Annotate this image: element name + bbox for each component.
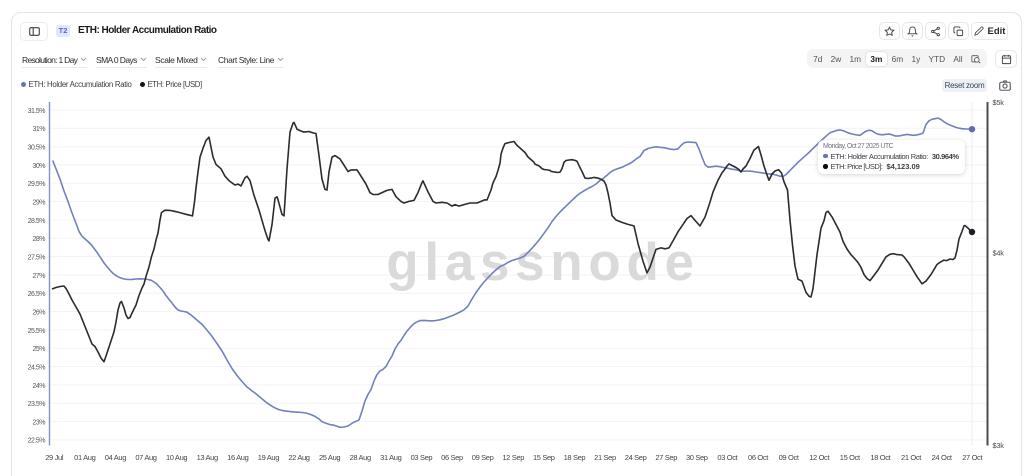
svg-text:15 Oct: 15 Oct xyxy=(840,453,861,462)
svg-text:21 Oct: 21 Oct xyxy=(901,453,922,462)
svg-text:28.5%: 28.5% xyxy=(28,218,46,225)
svg-text:28%: 28% xyxy=(32,236,45,243)
svg-text:22.5%: 22.5% xyxy=(28,438,46,445)
svg-text:27%: 27% xyxy=(32,273,45,280)
svg-text:07 Aug: 07 Aug xyxy=(135,453,156,462)
svg-text:31%: 31% xyxy=(32,126,45,133)
svg-text:04 Aug: 04 Aug xyxy=(105,453,126,462)
svg-text:03 Oct: 03 Oct xyxy=(717,453,738,462)
svg-text:28 Aug: 28 Aug xyxy=(350,453,371,462)
svg-text:24.5%: 24.5% xyxy=(28,364,46,371)
svg-text:24 Sep: 24 Sep xyxy=(625,453,647,462)
svg-text:24%: 24% xyxy=(32,383,45,390)
svg-text:15 Sep: 15 Sep xyxy=(533,453,555,462)
svg-text:03 Sep: 03 Sep xyxy=(411,453,433,462)
svg-text:12 Sep: 12 Sep xyxy=(502,453,524,462)
svg-text:18 Oct: 18 Oct xyxy=(870,453,891,462)
svg-text:29.5%: 29.5% xyxy=(28,181,46,188)
svg-text:10 Aug: 10 Aug xyxy=(166,453,187,462)
svg-text:$4k: $4k xyxy=(993,249,1005,258)
svg-text:09 Sep: 09 Sep xyxy=(472,453,494,462)
svg-text:26%: 26% xyxy=(32,309,45,316)
svg-text:27 Sep: 27 Sep xyxy=(655,453,677,462)
svg-text:24 Oct: 24 Oct xyxy=(932,453,953,462)
svg-text:31 Aug: 31 Aug xyxy=(380,453,401,462)
svg-text:31.5%: 31.5% xyxy=(28,108,46,115)
svg-text:06 Oct: 06 Oct xyxy=(748,453,769,462)
svg-text:30.5%: 30.5% xyxy=(28,145,46,152)
svg-text:30 Sep: 30 Sep xyxy=(686,453,708,462)
svg-text:30%: 30% xyxy=(32,163,45,170)
svg-text:22 Aug: 22 Aug xyxy=(288,453,309,462)
svg-text:29 Jul: 29 Jul xyxy=(45,453,64,462)
svg-text:$3k: $3k xyxy=(993,441,1005,450)
svg-text:29%: 29% xyxy=(32,199,45,206)
svg-text:glassnode: glassnode xyxy=(386,233,699,292)
svg-text:13 Aug: 13 Aug xyxy=(197,453,218,462)
svg-text:16 Aug: 16 Aug xyxy=(227,453,248,462)
svg-text:12 Oct: 12 Oct xyxy=(809,453,830,462)
svg-text:27.5%: 27.5% xyxy=(28,254,46,261)
svg-text:25.5%: 25.5% xyxy=(28,328,46,335)
svg-text:27 Oct: 27 Oct xyxy=(962,453,983,462)
svg-text:21 Sep: 21 Sep xyxy=(594,453,616,462)
svg-text:25%: 25% xyxy=(32,346,45,353)
svg-text:01 Aug: 01 Aug xyxy=(74,453,95,462)
svg-text:26.5%: 26.5% xyxy=(28,291,46,298)
svg-text:09 Oct: 09 Oct xyxy=(779,453,800,462)
svg-text:23.5%: 23.5% xyxy=(28,401,46,408)
svg-text:25 Aug: 25 Aug xyxy=(319,453,340,462)
svg-text:23%: 23% xyxy=(32,419,45,426)
svg-text:06 Sep: 06 Sep xyxy=(441,453,463,462)
svg-text:19 Aug: 19 Aug xyxy=(258,453,279,462)
svg-text:$5k: $5k xyxy=(993,98,1005,107)
svg-text:18 Sep: 18 Sep xyxy=(564,453,586,462)
